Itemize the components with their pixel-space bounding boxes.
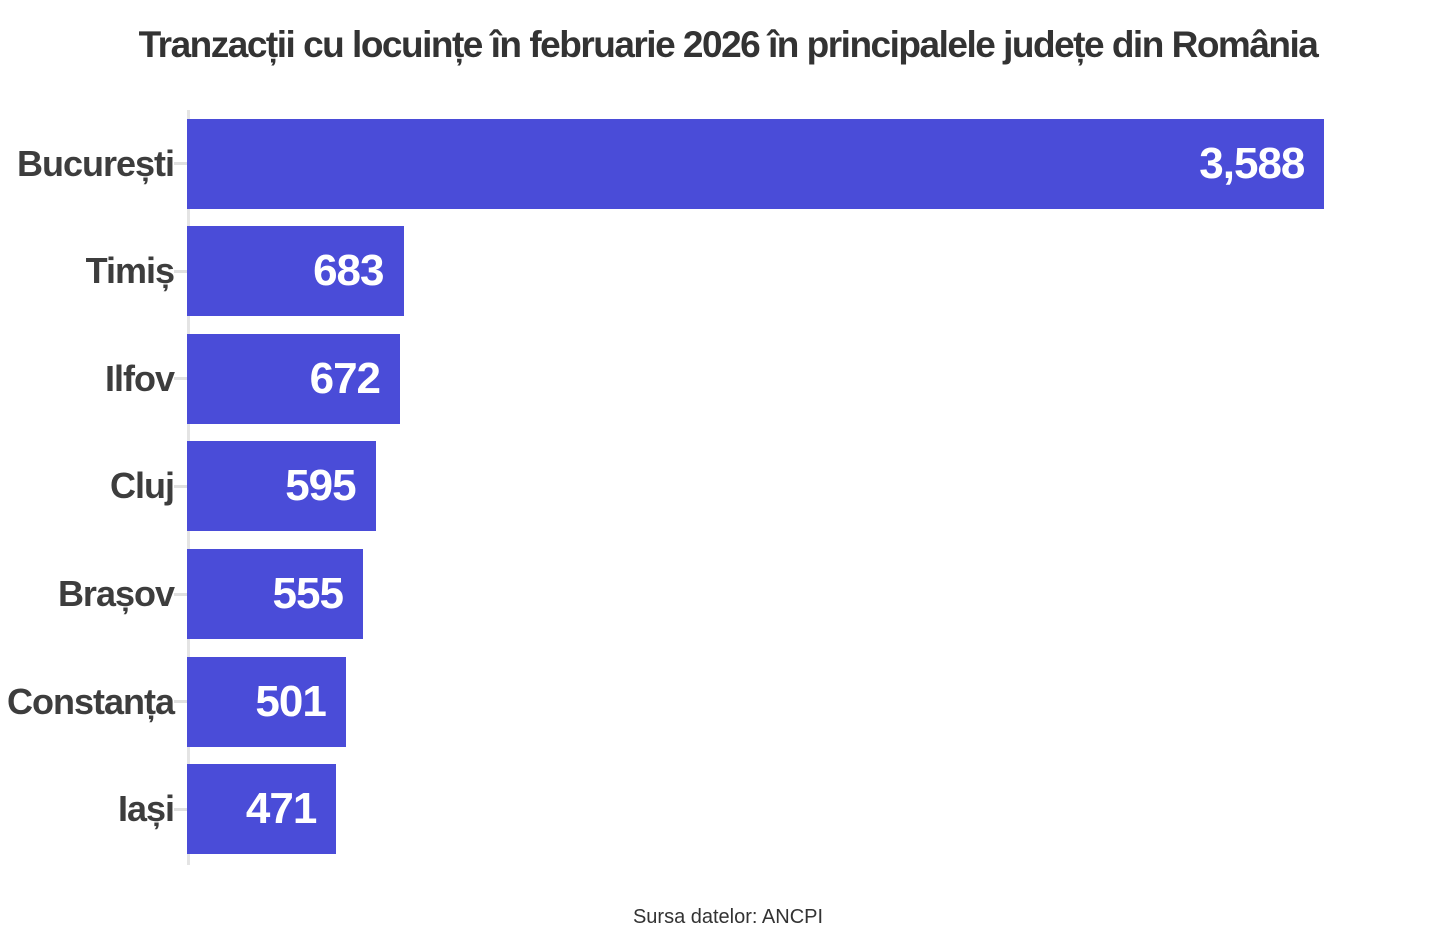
bar: 555 xyxy=(187,549,363,640)
axis-tick xyxy=(174,807,187,811)
chart-title: Tranzacții cu locuințe în februarie 2026… xyxy=(138,24,1319,65)
bar-value-label: 672 xyxy=(309,353,381,403)
bar-value-label: 471 xyxy=(245,784,317,834)
axis-tick xyxy=(174,162,187,166)
category-label: Ilfov xyxy=(104,357,175,399)
bar-rows: București 3,588 Timiș 683 Ilfov xyxy=(0,110,1456,863)
bar-value-label: 501 xyxy=(255,676,326,726)
bar: 672 xyxy=(187,333,401,424)
category-label: Iași xyxy=(117,788,175,830)
bar-row: Constanța 501 xyxy=(0,648,1456,756)
bar: 3,588 xyxy=(187,118,1325,209)
bar-row: București 3,588 xyxy=(0,110,1456,218)
bar: 595 xyxy=(187,441,376,532)
bar-row: Cluj 595 xyxy=(0,433,1456,541)
plot-area: București 3,588 Timiș 683 Ilfov xyxy=(0,110,1456,865)
category-label: Cluj xyxy=(110,465,175,507)
category-label: Brașov xyxy=(57,573,175,615)
source-note: Sursa datelor: ANCPI xyxy=(632,906,824,928)
bar-row: Iași 471 xyxy=(0,755,1456,863)
category-label: Timiș xyxy=(85,250,175,292)
bar-row: Timiș 683 xyxy=(0,218,1456,326)
bar: 501 xyxy=(187,656,346,747)
category-label: București xyxy=(16,142,175,184)
bar-value-label: 595 xyxy=(285,461,356,511)
axis-tick xyxy=(174,377,187,381)
axis-tick xyxy=(174,269,187,273)
bar-row: Brașov 555 xyxy=(0,540,1456,648)
bar: 683 xyxy=(187,226,404,317)
bar-row: Ilfov 672 xyxy=(0,325,1456,433)
axis-tick xyxy=(174,592,187,596)
category-label: Constanța xyxy=(6,680,175,722)
axis-tick xyxy=(174,700,187,704)
bar-value-label: 3,588 xyxy=(1199,138,1305,188)
axis-tick xyxy=(174,484,187,488)
bar: 471 xyxy=(187,764,337,855)
bar-value-label: 683 xyxy=(313,246,384,296)
bar-value-label: 555 xyxy=(272,569,344,619)
